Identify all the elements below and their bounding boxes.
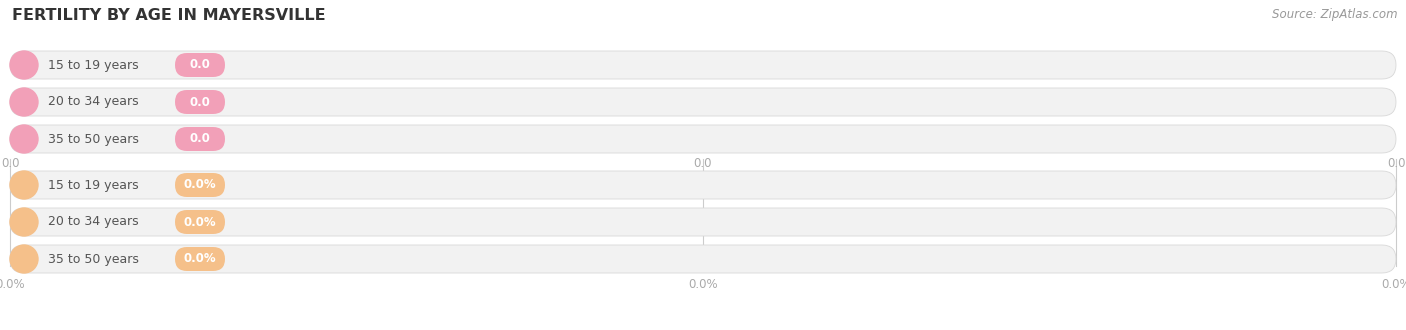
Text: 15 to 19 years: 15 to 19 years [48, 58, 139, 72]
Circle shape [10, 125, 38, 153]
Text: 15 to 19 years: 15 to 19 years [48, 179, 139, 191]
FancyBboxPatch shape [174, 210, 225, 234]
Text: 0.0: 0.0 [1, 157, 20, 170]
FancyBboxPatch shape [10, 171, 1396, 199]
Text: 0.0: 0.0 [1386, 157, 1405, 170]
FancyBboxPatch shape [174, 173, 225, 197]
FancyBboxPatch shape [10, 208, 1396, 236]
FancyBboxPatch shape [10, 51, 1396, 79]
Text: 0.0: 0.0 [190, 133, 211, 146]
FancyBboxPatch shape [174, 90, 225, 114]
Circle shape [10, 208, 38, 236]
Text: 0.0: 0.0 [190, 95, 211, 109]
FancyBboxPatch shape [174, 127, 225, 151]
FancyBboxPatch shape [10, 88, 1396, 116]
Text: 0.0%: 0.0% [184, 179, 217, 191]
Text: 0.0: 0.0 [693, 157, 713, 170]
Circle shape [10, 171, 38, 199]
Text: Source: ZipAtlas.com: Source: ZipAtlas.com [1272, 8, 1398, 21]
Text: 0.0%: 0.0% [0, 278, 25, 291]
Text: 0.0%: 0.0% [184, 215, 217, 228]
Text: FERTILITY BY AGE IN MAYERSVILLE: FERTILITY BY AGE IN MAYERSVILLE [13, 8, 326, 23]
Circle shape [10, 245, 38, 273]
Text: 0.0: 0.0 [190, 58, 211, 72]
Text: 0.0%: 0.0% [688, 278, 718, 291]
Circle shape [10, 88, 38, 116]
Text: 35 to 50 years: 35 to 50 years [48, 252, 139, 266]
FancyBboxPatch shape [10, 125, 1396, 153]
Text: 0.0%: 0.0% [184, 252, 217, 266]
FancyBboxPatch shape [10, 245, 1396, 273]
FancyBboxPatch shape [174, 53, 225, 77]
FancyBboxPatch shape [174, 247, 225, 271]
Text: 35 to 50 years: 35 to 50 years [48, 133, 139, 146]
Circle shape [10, 51, 38, 79]
Text: 0.0%: 0.0% [1381, 278, 1406, 291]
Text: 20 to 34 years: 20 to 34 years [48, 215, 139, 228]
Text: 20 to 34 years: 20 to 34 years [48, 95, 139, 109]
